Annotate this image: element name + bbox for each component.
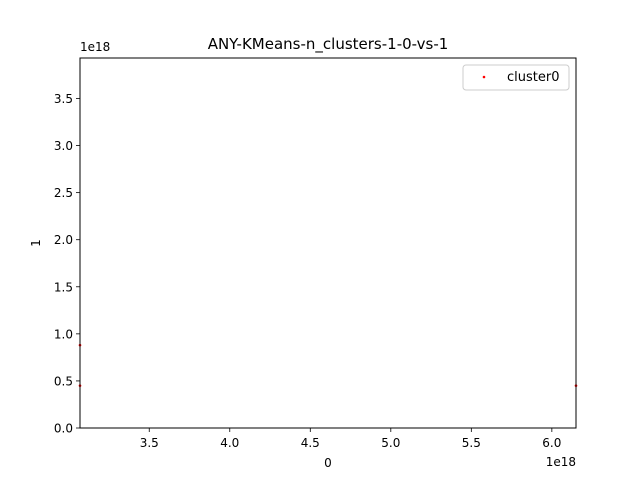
x-axis-label: 0	[324, 456, 332, 470]
chart-title: ANY-KMeans-n_clusters-1-0-vs-1	[208, 35, 449, 54]
x-tick-label: 4.5	[301, 436, 320, 450]
y-axis-offset-text: 1e18	[80, 40, 110, 54]
y-tick-label: 3.5	[54, 92, 73, 106]
y-tick-label: 1.0	[54, 327, 73, 341]
scatter-points	[78, 343, 578, 387]
plot-area-frame	[79, 57, 577, 429]
y-axis-label: 1	[29, 239, 43, 247]
x-tick-label: 5.5	[462, 436, 481, 450]
legend-label-cluster0: cluster0	[507, 70, 559, 85]
y-axis-ticks: 0.0 0.5 1.0 1.5 2.0 2.5 3.0 3.5	[54, 92, 80, 436]
y-tick-label: 1.5	[54, 280, 73, 294]
x-tick-label: 6.0	[542, 436, 561, 450]
x-tick-label: 3.5	[140, 436, 159, 450]
y-tick-label: 2.0	[54, 233, 73, 247]
y-tick-label: 2.5	[54, 186, 73, 200]
y-tick-label: 0.5	[54, 374, 73, 388]
legend-marker-cluster0	[482, 75, 486, 79]
legend: cluster0	[462, 64, 570, 91]
x-tick-label: 4.0	[220, 436, 239, 450]
x-tick-label: 5.0	[381, 436, 400, 450]
x-axis-offset-text: 1e18	[546, 455, 576, 469]
y-tick-label: 0.0	[54, 422, 73, 436]
x-axis-ticks: 3.5 4.0 4.5 5.0 5.5 6.0	[140, 428, 561, 450]
y-tick-label: 3.0	[54, 139, 73, 153]
legend-box	[462, 64, 570, 91]
